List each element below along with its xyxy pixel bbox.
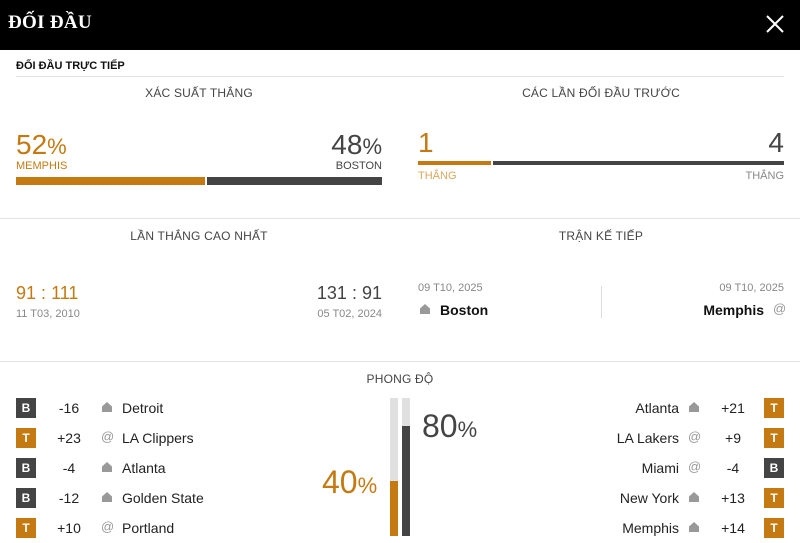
divider — [16, 76, 784, 77]
memphis-wins-label: THẮNG — [418, 170, 457, 182]
home-icon — [102, 492, 112, 502]
next-match-divider — [601, 286, 602, 318]
home-icon — [102, 462, 112, 472]
boston-form-pct: 80% — [422, 408, 478, 444]
result-badge: T — [764, 488, 784, 508]
at-icon: @ — [688, 429, 702, 444]
boston-biggest-win-score: 131 : 91 — [316, 283, 382, 303]
boston-label: BOSTON — [335, 160, 382, 172]
point-diff: -16 — [58, 400, 80, 416]
boston-biggest-win-date: 05 T02, 2024 — [317, 308, 382, 320]
home-icon — [689, 402, 699, 412]
boston-wins-bar — [493, 161, 784, 165]
result-badge: T — [16, 518, 36, 538]
memphis-form-pct: 40% — [322, 464, 378, 500]
home-icon — [102, 402, 112, 412]
memphis-label: MEMPHIS — [16, 160, 68, 172]
form-team-name[interactable]: Portland — [122, 520, 175, 536]
home-icon — [689, 492, 699, 502]
point-diff: +14 — [721, 520, 745, 536]
at-icon: @ — [688, 459, 702, 474]
at-icon: @ — [101, 429, 115, 444]
form-team-name[interactable]: Detroit — [122, 400, 164, 416]
memphis-wins-count: 1 — [418, 127, 434, 158]
memphis-probability-bar — [16, 177, 205, 185]
result-badge: B — [16, 398, 36, 418]
result-badge: T — [16, 428, 36, 448]
form-team-name[interactable]: LA Clippers — [122, 430, 194, 446]
boston-wins-label: THẮNG — [745, 170, 785, 182]
section-title: ĐỐI ĐẦU TRỰC TIẾP — [16, 60, 125, 72]
form-team-name[interactable]: LA Lakers — [616, 430, 679, 446]
boston-form-bar — [402, 426, 410, 536]
form-team-name[interactable]: Golden State — [122, 490, 204, 506]
next-match-date-right: 09 T10, 2025 — [719, 282, 784, 294]
result-badge: T — [764, 398, 784, 418]
win-probability-heading: XÁC SUẤT THẮNG — [145, 86, 253, 100]
home-icon — [420, 304, 430, 314]
close-icon[interactable] — [764, 13, 786, 35]
boston-win-pct: 48% — [331, 129, 382, 160]
memphis-form-bar-track — [390, 398, 398, 536]
dialog-header: ĐỐI ĐẦU — [0, 0, 800, 50]
result-badge: B — [16, 488, 36, 508]
point-diff: +13 — [721, 490, 745, 506]
form-team-name[interactable]: Miami — [641, 460, 679, 476]
next-match-heading: TRẬN KẾ TIẾP — [558, 229, 644, 243]
biggest-win-heading: LẦN THẮNG CAO NHẤT — [130, 229, 268, 243]
point-diff: -4 — [62, 460, 76, 476]
memphis-win-pct: 52% — [16, 129, 67, 160]
point-diff: +21 — [721, 400, 745, 416]
boston-wins-count: 4 — [768, 127, 784, 158]
memphis-form-bar — [390, 481, 398, 536]
form-team-name[interactable]: Atlanta — [122, 460, 166, 476]
result-badge: T — [764, 518, 784, 538]
point-diff: +10 — [57, 520, 81, 536]
home-icon — [689, 522, 699, 532]
previous-meetings-heading: CÁC LẦN ĐỐI ĐẦU TRƯỚC — [522, 86, 680, 100]
form-team-name[interactable]: Memphis — [622, 520, 679, 536]
boston-probability-bar — [207, 177, 382, 185]
point-diff: +9 — [725, 430, 741, 446]
point-diff: -12 — [58, 490, 80, 506]
result-badge: B — [16, 458, 36, 478]
at-icon: @ — [101, 519, 115, 534]
point-diff: +23 — [57, 430, 81, 446]
point-diff: -4 — [726, 460, 740, 476]
divider — [0, 361, 800, 362]
next-match-team-right[interactable]: Memphis — [703, 302, 764, 318]
form-heading: PHONG ĐỘ — [366, 372, 434, 386]
dialog-title: ĐỐI ĐẦU — [8, 12, 92, 33]
memphis-biggest-win-score: 91 : 111 — [16, 283, 79, 303]
result-badge: B — [764, 458, 784, 478]
form-team-name[interactable]: Atlanta — [635, 400, 679, 416]
memphis-wins-bar — [418, 161, 491, 165]
at-icon: @ — [773, 301, 787, 316]
form-team-name[interactable]: New York — [619, 490, 679, 506]
result-badge: T — [764, 428, 784, 448]
memphis-biggest-win-date: 11 T03, 2010 — [16, 308, 80, 320]
next-match-team-left[interactable]: Boston — [440, 302, 489, 318]
divider — [0, 218, 800, 219]
next-match-date-left: 09 T10, 2025 — [418, 282, 483, 294]
